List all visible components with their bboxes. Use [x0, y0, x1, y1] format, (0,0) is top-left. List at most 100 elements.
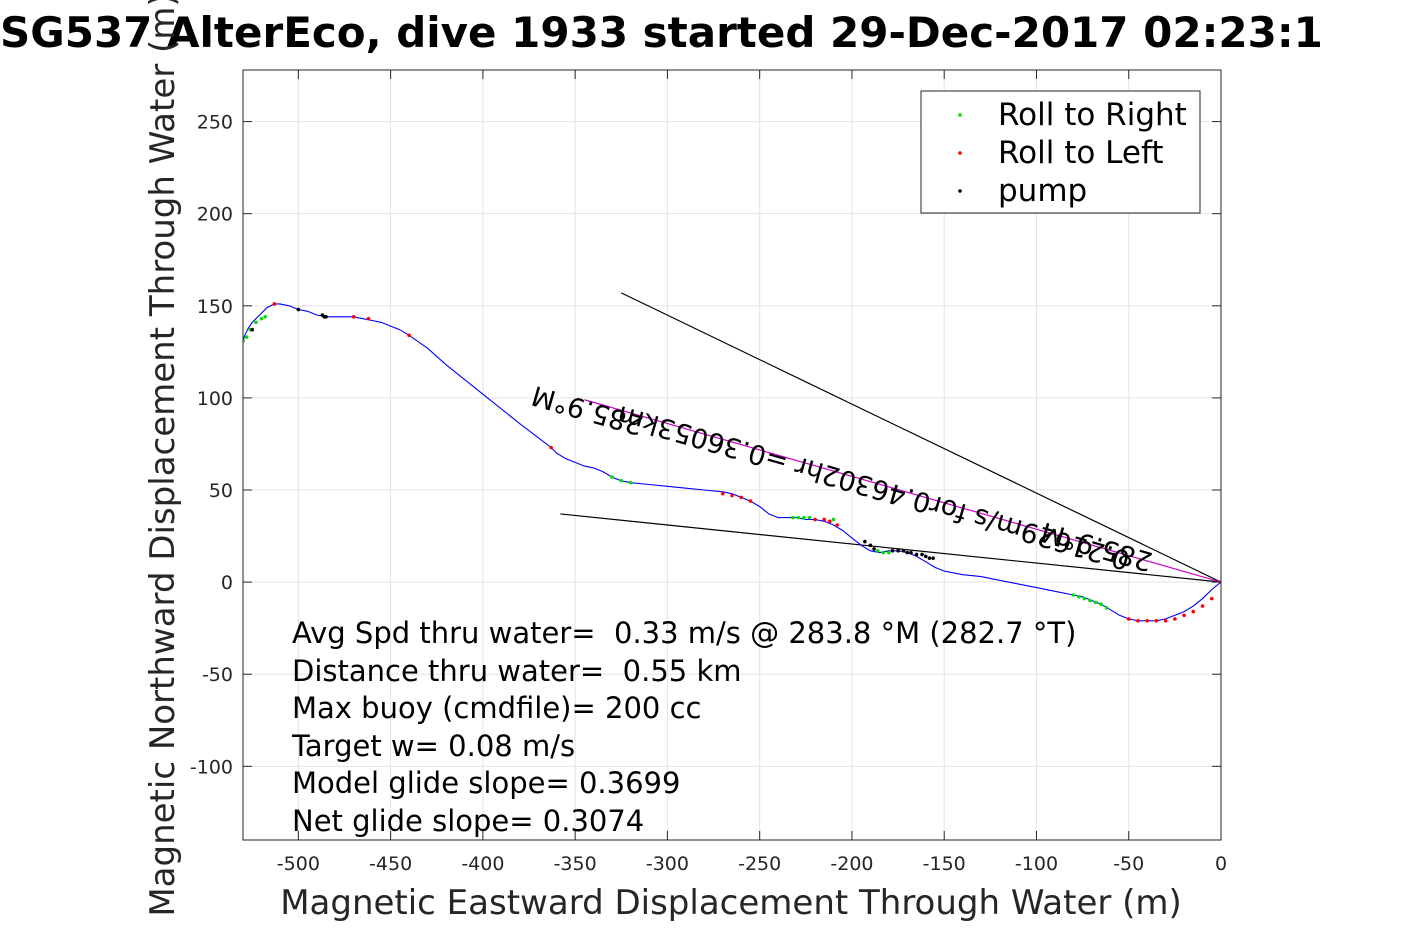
pump-point	[896, 548, 900, 553]
target-w-text: Target w= 0.08 m/s	[291, 729, 575, 763]
distance-text: Distance thru water= 0.55 km	[292, 654, 742, 688]
pump-point	[905, 550, 910, 555]
x-tick-label: -400	[461, 853, 504, 875]
x-tick-label: -200	[830, 853, 873, 875]
roll-right-point	[887, 550, 891, 555]
legend-label-pump: pump	[998, 173, 1087, 209]
pump-point	[863, 539, 867, 544]
roll-right-point	[881, 550, 886, 555]
reference-line-2	[584, 399, 1221, 583]
roll-right-point	[254, 320, 258, 325]
legend: Roll to Right Roll to Left pump	[920, 90, 1201, 214]
reference-line-1	[560, 513, 1221, 583]
roll-left-point	[1182, 613, 1186, 618]
roll-left-point	[549, 445, 553, 450]
legend-box	[920, 90, 1201, 214]
model-glide-slope-text: Model glide slope= 0.3699	[292, 766, 680, 800]
pump-point	[890, 548, 895, 553]
y-tick-label: 200	[197, 204, 233, 226]
pump-point	[923, 554, 928, 559]
x-tick-label: -350	[554, 853, 597, 875]
y-tick-label: 0	[221, 572, 233, 594]
roll-right-point	[1093, 600, 1098, 605]
roll-left-point	[1209, 596, 1214, 601]
net-glide-slope-text: Net glide slope= 0.3074	[292, 804, 644, 838]
roll-right-point	[1071, 593, 1076, 597]
roll-right-point	[1077, 595, 1081, 599]
pump-point	[901, 548, 906, 553]
roll-right-point	[1082, 596, 1087, 601]
y-tick-label: 50	[209, 480, 233, 502]
x-tick-label: -300	[646, 853, 689, 875]
legend-marker-roll-right	[958, 113, 962, 117]
pump-point	[296, 307, 301, 312]
stats-annotations: Avg Spd thru water= 0.33 m/s @ 283.8 °M …	[291, 616, 1076, 838]
pump-point	[914, 552, 919, 557]
roll-right-point	[831, 517, 836, 522]
roll-right-point	[796, 515, 801, 520]
roll-right-point	[244, 335, 249, 339]
roll-left-point	[1200, 604, 1205, 608]
roll-left-point	[1154, 618, 1159, 623]
plot-content	[243, 292, 1221, 623]
roll-left-point	[730, 493, 734, 498]
pump-point	[872, 547, 876, 551]
legend-label-roll-right: Roll to Right	[998, 97, 1187, 133]
roll-left-point	[366, 316, 371, 321]
roll-left-point	[822, 517, 827, 522]
grid-lines	[243, 70, 1222, 840]
roll-left-point	[272, 302, 277, 306]
roll-right-point	[875, 548, 880, 553]
x-tick-label: -50	[1113, 853, 1144, 875]
roll-left-point	[720, 491, 725, 496]
y-tick-label: 100	[197, 388, 233, 410]
roll-left-point	[1191, 609, 1196, 614]
legend-marker-pump	[958, 189, 962, 193]
roll-right-point	[628, 480, 633, 485]
pump-point	[250, 327, 255, 332]
x-tick-label: -450	[369, 853, 412, 875]
axis-ticks: -500 -450 -400 -350 -300 -250 -200 -150 -100 -50 0…	[190, 70, 1227, 875]
roll-right-point	[619, 478, 624, 483]
roll-left-point	[813, 517, 817, 522]
x-tick-label: -100	[1015, 853, 1058, 875]
roll-left-point	[835, 523, 839, 527]
avg-speed-text: Avg Spd thru water= 0.33 m/s @ 283.8 °M …	[292, 616, 1076, 650]
roll-right-point	[802, 515, 806, 520]
roll-right-point	[259, 316, 264, 321]
y-tick-label: -100	[190, 756, 233, 778]
roll-left-point	[739, 495, 744, 500]
y-tick-label: 250	[197, 112, 233, 134]
max-buoy-text: Max buoy (cmdfile)= 200 cc	[292, 691, 701, 725]
roll-left-point	[1173, 617, 1177, 621]
roll-left-point	[407, 333, 411, 338]
roll-left-point	[1163, 618, 1168, 623]
x-tick-label: 0	[1215, 853, 1227, 875]
reference-line-0	[621, 292, 1221, 583]
legend-label-roll-left: Roll to Left	[998, 135, 1164, 171]
y-axis-label: Magnetic Northward Displacement Through …	[143, 0, 183, 917]
legend-marker-roll-left	[958, 151, 962, 155]
pump-point	[909, 550, 913, 555]
roll-right-point	[791, 515, 795, 520]
roll-right-point	[1088, 598, 1092, 603]
pump-point	[920, 552, 924, 557]
y-tick-label: 150	[197, 296, 233, 318]
pump-point	[927, 556, 932, 560]
chart-title: SG537 AlterEco, dive 1933 started 29-Dec…	[0, 8, 1323, 57]
roll-right-point	[1104, 606, 1109, 610]
roll-right-point	[1099, 602, 1103, 607]
roll-left-point	[748, 499, 753, 503]
roll-right-point	[610, 475, 614, 479]
pump-point	[868, 543, 873, 548]
roll-left-point	[351, 315, 356, 319]
x-tick-label: -150	[923, 853, 966, 875]
roll-left-point	[828, 519, 832, 524]
plot-frame	[242, 69, 1222, 841]
roll-right-point	[263, 315, 267, 319]
x-axis-label: Magnetic Eastward Displacement Through W…	[280, 883, 1182, 923]
roll-left-point	[1136, 618, 1140, 623]
pump-point	[324, 315, 328, 319]
roll-right-point	[807, 515, 812, 520]
x-tick-label: -250	[738, 853, 781, 875]
